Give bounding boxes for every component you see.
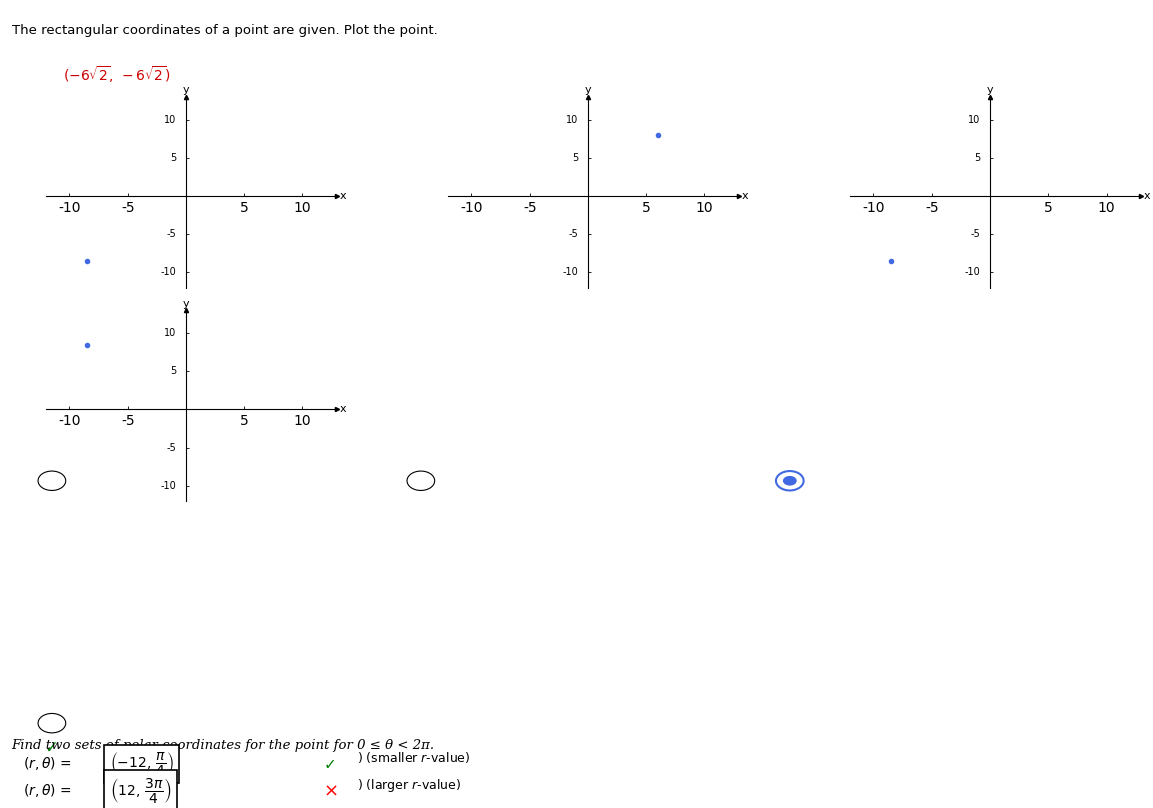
Text: $(r, \theta)$ =: $(r, \theta)$ = [23,755,71,772]
Text: ✓: ✓ [45,739,59,757]
Text: x: x [1144,191,1151,201]
Text: x: x [340,405,346,415]
Text: -5: -5 [971,229,981,239]
Text: ) (smaller $r$-value): ) (smaller $r$-value) [357,751,470,765]
Text: -5: -5 [167,229,176,239]
Text: y: y [182,86,189,95]
Text: $\times$: $\times$ [323,781,338,799]
Text: 5: 5 [572,153,579,163]
Text: x: x [741,191,748,201]
Text: y: y [585,86,591,95]
Text: $(-6\sqrt{2},\,-6\sqrt{2})$: $(-6\sqrt{2},\,-6\sqrt{2})$ [63,65,171,86]
Text: The rectangular coordinates of a point are given. Plot the point.: The rectangular coordinates of a point a… [12,24,437,37]
Text: $\checkmark$: $\checkmark$ [323,756,336,771]
Text: 10: 10 [165,328,176,339]
Text: $(r, \theta)$ =: $(r, \theta)$ = [23,781,71,799]
Text: y: y [182,299,189,309]
Text: -10: -10 [161,267,176,277]
Text: $\left(-12,\,\dfrac{\pi}{4}\right)$: $\left(-12,\,\dfrac{\pi}{4}\right)$ [110,750,173,777]
Text: 10: 10 [165,115,176,124]
Text: 5: 5 [171,366,176,377]
Text: Find two sets of polar coordinates for the point for 0 ≤ θ < 2π.: Find two sets of polar coordinates for t… [12,739,435,752]
Text: y: y [987,86,993,95]
Text: ) (larger $r$-value): ) (larger $r$-value) [357,776,461,794]
Text: $\left(12,\,\dfrac{3\pi}{4}\right)$: $\left(12,\,\dfrac{3\pi}{4}\right)$ [110,776,172,805]
Text: -10: -10 [161,481,176,490]
Text: 10: 10 [969,115,981,124]
Text: -5: -5 [568,229,579,239]
Text: -5: -5 [167,443,176,452]
Text: 10: 10 [566,115,579,124]
Text: 5: 5 [974,153,981,163]
Text: -10: -10 [965,267,981,277]
Text: 5: 5 [171,153,176,163]
Text: -10: -10 [563,267,579,277]
Text: x: x [340,191,346,201]
